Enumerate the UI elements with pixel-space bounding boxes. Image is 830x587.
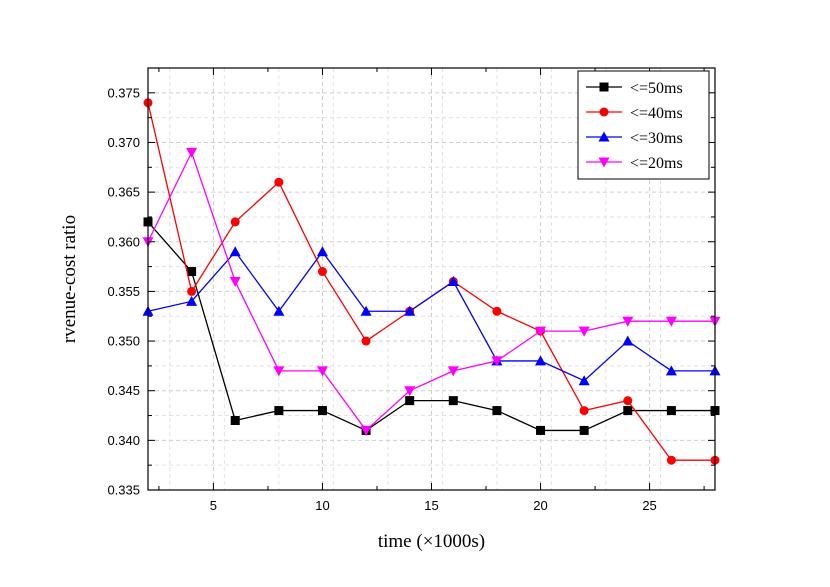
data-point	[448, 396, 458, 406]
y-tick-label: 0.375	[107, 85, 140, 100]
data-point	[317, 406, 327, 416]
y-tick-label: 0.365	[107, 185, 140, 200]
data-point	[535, 355, 547, 366]
legend-marker	[598, 157, 610, 168]
data-point	[536, 425, 546, 435]
data-point	[622, 335, 634, 346]
x-tick-label: 15	[424, 498, 438, 513]
y-axis-title: rvenue-cost ratio	[59, 215, 80, 343]
data-point	[360, 425, 372, 436]
data-point	[230, 415, 240, 425]
legend-marker	[599, 107, 609, 117]
data-point	[579, 406, 589, 416]
y-tick-label: 0.370	[107, 135, 140, 150]
x-axis-title: time (×1000s)	[378, 531, 485, 552]
y-tick-label: 0.360	[107, 234, 140, 249]
data-point	[623, 406, 633, 416]
data-point	[623, 396, 633, 406]
data-point	[187, 286, 197, 296]
legend-label: <=40ms	[630, 105, 683, 122]
y-tick-label: 0.345	[107, 383, 140, 398]
data-point	[492, 306, 502, 316]
data-point	[273, 305, 285, 316]
series-line	[147, 221, 715, 432]
series-4	[142, 147, 721, 436]
data-point	[187, 267, 197, 277]
legend-label: <=20ms	[630, 155, 683, 172]
data-point	[405, 396, 415, 406]
axis-ticks: 5 10 15 20 25 0.335 0.340 0.345 0.350 0.355 0.360 0…	[107, 68, 715, 513]
series-line	[147, 150, 715, 432]
data-point	[665, 316, 677, 327]
data-point	[316, 246, 328, 257]
data-point	[578, 326, 590, 337]
data-point	[447, 366, 459, 377]
data-point	[578, 375, 590, 386]
legend-marker	[598, 131, 610, 142]
data-point	[491, 356, 503, 367]
data-point	[535, 326, 547, 337]
data-point	[622, 316, 634, 327]
data-point	[447, 275, 459, 286]
legend-marker	[599, 82, 609, 92]
data-point	[229, 276, 241, 287]
data-point	[492, 406, 502, 416]
data-point	[666, 406, 676, 416]
data-point	[316, 366, 328, 377]
data-point	[230, 217, 240, 227]
data-point	[229, 246, 241, 257]
data-point	[404, 386, 416, 397]
data-point	[579, 425, 589, 435]
x-tick-label: 5	[210, 498, 217, 513]
data-point	[666, 455, 676, 465]
data-point	[274, 177, 284, 187]
data-point	[186, 147, 198, 158]
data-point	[273, 366, 285, 377]
x-tick-label: 20	[533, 498, 547, 513]
legend-label: <=30ms	[630, 130, 683, 147]
data-point	[665, 365, 677, 376]
series-3	[142, 246, 721, 386]
legend-label: <=50ms	[630, 80, 683, 97]
data-point	[274, 406, 284, 416]
data-point	[360, 305, 372, 316]
y-tick-label: 0.355	[107, 284, 140, 299]
data-point	[186, 295, 198, 306]
y-tick-label: 0.340	[107, 433, 140, 448]
x-tick-label: 10	[315, 498, 329, 513]
data-point	[404, 305, 416, 316]
data-point	[361, 336, 371, 346]
data-point	[317, 267, 327, 277]
y-tick-label: 0.335	[107, 483, 140, 498]
x-tick-label: 25	[642, 498, 656, 513]
series-line	[147, 250, 715, 382]
y-tick-label: 0.350	[107, 334, 140, 349]
legend: <=50ms <=40ms <=30ms <=20ms	[577, 70, 710, 180]
